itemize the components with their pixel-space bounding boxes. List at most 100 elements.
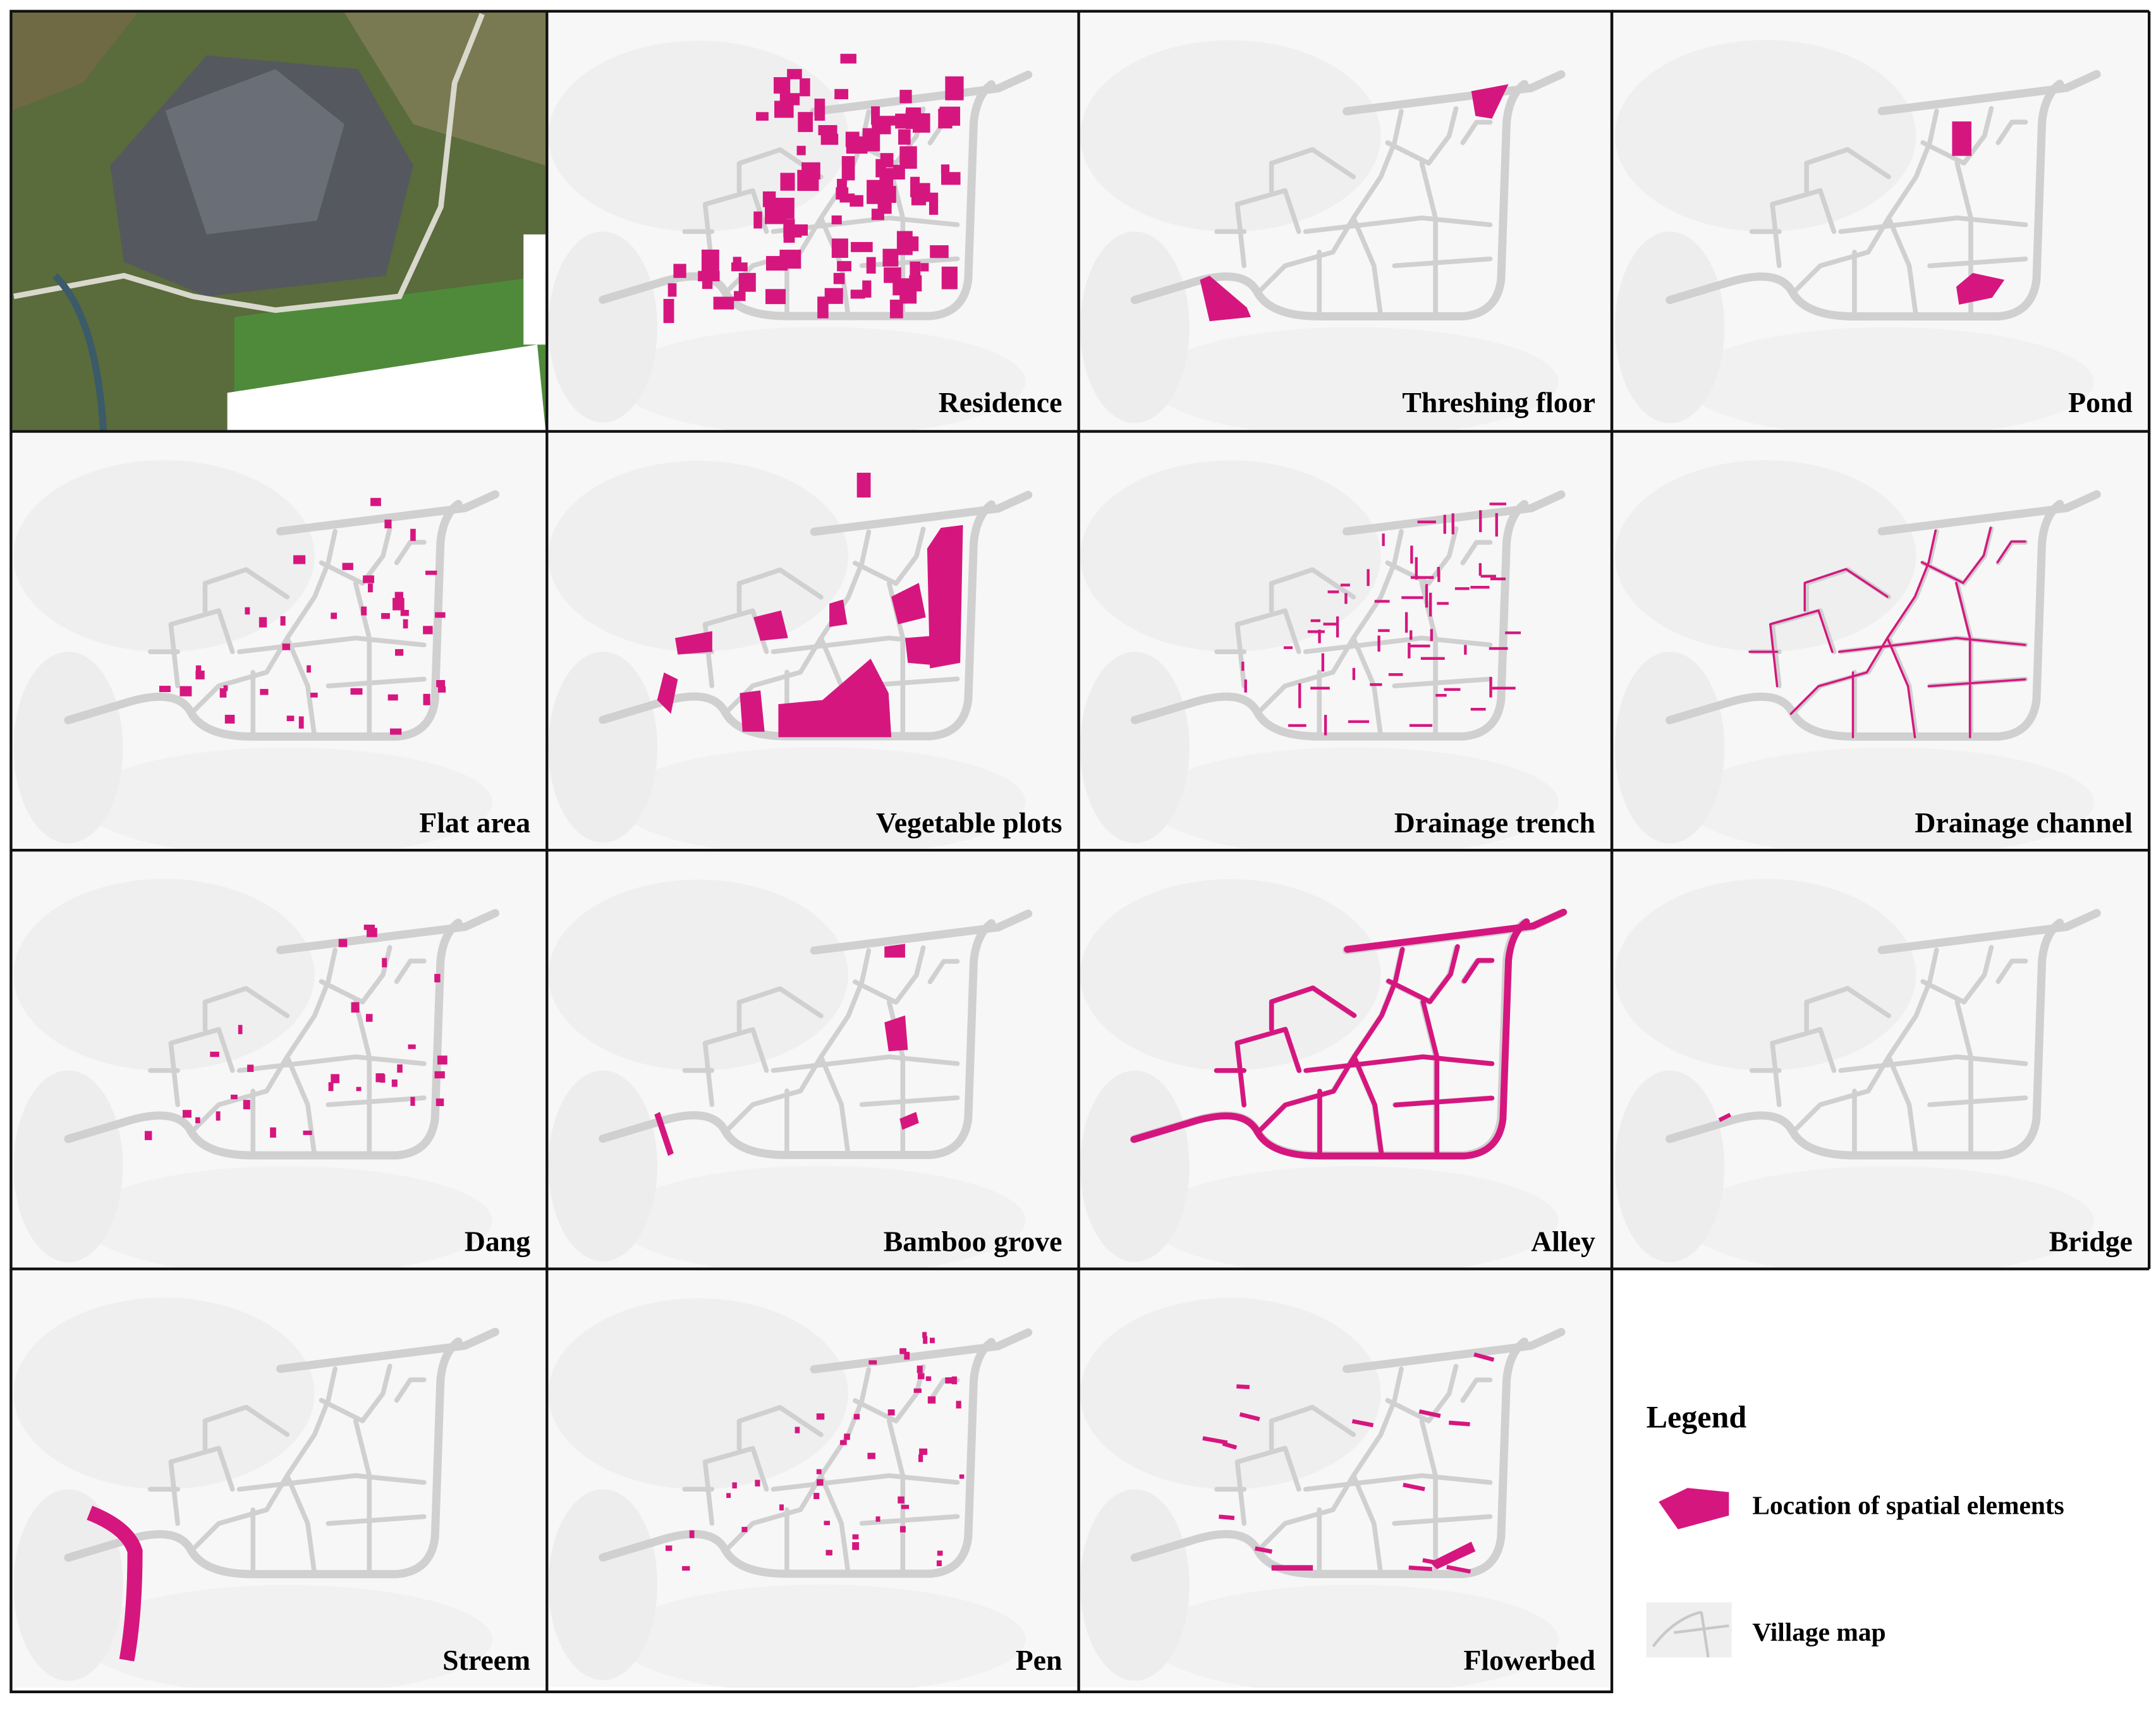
element-patch <box>307 665 311 673</box>
element-patch <box>216 1111 221 1121</box>
map-panel: Bamboo grove <box>548 853 1077 1275</box>
panel-label: Vegetable plots <box>876 806 1063 839</box>
village-map <box>548 853 1077 1275</box>
element-patch <box>899 146 917 169</box>
element-patch <box>817 296 829 319</box>
element-patch <box>370 497 381 506</box>
panel-label: Threshing floor <box>1402 386 1595 418</box>
element-patch <box>884 1015 908 1052</box>
element-patch <box>941 164 950 174</box>
spatial-elements <box>663 54 964 324</box>
element-patch <box>303 1130 312 1135</box>
map-panel: Vegetable plots <box>548 434 1077 856</box>
element-patch <box>195 665 202 673</box>
map-panel: Flat area <box>13 433 544 857</box>
element-patch <box>755 1480 760 1487</box>
panel-label: Residence <box>939 386 1063 418</box>
element-patch <box>840 1440 847 1445</box>
element-patch <box>245 607 250 615</box>
panel-label: Pen <box>1016 1644 1063 1676</box>
element-patch <box>363 575 374 583</box>
element-patch <box>702 273 713 289</box>
village-map <box>548 1271 1077 1694</box>
element-patch <box>674 631 712 655</box>
element-patch <box>361 606 367 616</box>
village-map <box>13 851 544 1275</box>
panel-label: Dang <box>465 1225 530 1257</box>
element-patch <box>726 1493 731 1499</box>
village-map <box>1615 433 2146 857</box>
element-patch <box>919 1448 928 1455</box>
element-patch <box>834 88 849 100</box>
element-patch <box>734 291 746 301</box>
element-patch <box>936 1560 942 1567</box>
element-patch <box>286 715 295 721</box>
element-patch <box>853 1414 860 1420</box>
element-patch <box>817 1479 824 1486</box>
element-patch <box>929 192 939 215</box>
element-line <box>1418 1409 1441 1418</box>
element-patch <box>391 1079 398 1087</box>
spatial-elements <box>1130 908 1568 1160</box>
element-patch <box>713 296 734 310</box>
element-patch <box>395 649 404 656</box>
panel-label: Drainage trench <box>1394 806 1595 839</box>
element-patch <box>756 112 769 121</box>
spatial-elements <box>87 1505 143 1662</box>
element-patch <box>434 1071 445 1079</box>
map-panel: Drainage channel <box>1615 433 2146 857</box>
element-patch <box>438 686 446 693</box>
village-map <box>1080 433 1611 856</box>
element-patch <box>816 1469 822 1475</box>
element-patch <box>423 626 433 635</box>
village-map <box>548 13 1077 436</box>
element-patch <box>331 612 337 619</box>
element-patch <box>762 191 776 207</box>
spatial-elements <box>666 1332 965 1571</box>
element-patch <box>689 1530 695 1538</box>
element-patch <box>331 1074 339 1083</box>
panel-label: Drainage channel <box>1915 806 2133 839</box>
panel-label: Bamboo grove <box>884 1225 1063 1257</box>
element-patch <box>394 592 403 600</box>
element-patch <box>387 694 398 701</box>
element-patch <box>917 1365 923 1373</box>
element-patch <box>384 520 392 528</box>
element-patch <box>753 211 762 229</box>
element-patch <box>210 1052 219 1057</box>
aerial-photo <box>12 12 546 430</box>
element-patch <box>840 54 856 64</box>
element-patch <box>796 145 806 155</box>
element-patch <box>925 1376 932 1381</box>
element-patch <box>930 245 949 258</box>
element-patch <box>920 263 929 272</box>
element-patch <box>910 176 920 198</box>
element-patch <box>795 1426 800 1433</box>
element-patch <box>867 1452 875 1459</box>
element-patch <box>389 728 402 735</box>
element-patch <box>879 190 890 209</box>
spatial-elements <box>1748 526 2026 739</box>
element-patch <box>816 1413 825 1420</box>
element-patch <box>797 169 819 192</box>
map-panel: Bridge <box>1615 851 2146 1275</box>
element-patch <box>247 1064 254 1073</box>
element-line <box>1408 1566 1432 1571</box>
element-patch <box>342 563 353 570</box>
element-patch <box>866 257 876 274</box>
element-patch <box>862 128 880 152</box>
element-patch <box>434 973 441 983</box>
map-panel: Alley <box>1080 852 1611 1275</box>
village-map <box>13 433 544 857</box>
element-patch <box>230 1094 238 1100</box>
element-line <box>1255 1546 1272 1554</box>
element-patch <box>824 1521 831 1526</box>
element-patch <box>951 1376 957 1385</box>
element-patch <box>1271 1565 1313 1571</box>
element-patch <box>159 686 171 693</box>
spatial-elements <box>1200 84 1509 322</box>
element-patch <box>663 298 674 324</box>
element-patch <box>410 1097 415 1106</box>
